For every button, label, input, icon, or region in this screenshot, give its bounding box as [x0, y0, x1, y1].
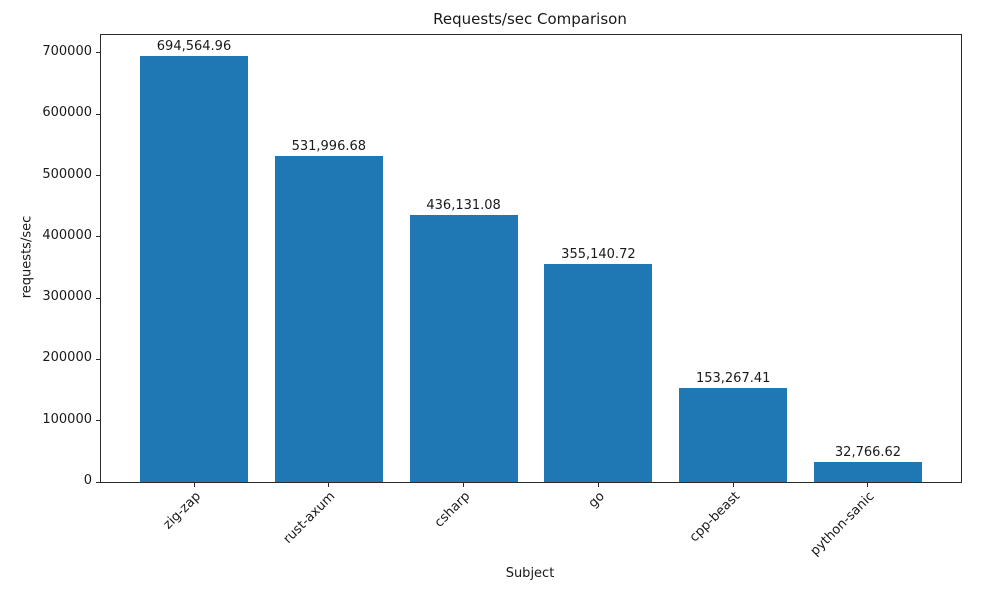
bar-go	[544, 264, 653, 482]
bar-csharp	[409, 214, 518, 482]
x-tick-label: zig-zap	[160, 489, 204, 533]
y-tick	[96, 358, 100, 360]
x-tick	[867, 483, 869, 487]
y-tick-label: 100000	[42, 411, 92, 427]
x-tick	[193, 483, 195, 487]
bar-value-label: 694,564.96	[156, 39, 232, 55]
bar-value-label: 153,267.41	[695, 371, 771, 387]
bar-value-label: 531,996.68	[291, 138, 367, 154]
y-tick-label: 700000	[42, 43, 92, 59]
y-tick	[96, 236, 100, 238]
y-tick-label: 600000	[42, 105, 92, 121]
x-tick-label: csharp	[431, 489, 474, 531]
x-axis-label: Subject	[505, 566, 555, 581]
bar-value-label: 355,140.72	[561, 247, 636, 263]
x-tick	[328, 483, 330, 487]
bar-value-label: 32,766.62	[834, 444, 902, 460]
y-tick-label: 200000	[42, 350, 92, 366]
x-tick-label: go	[585, 489, 609, 512]
chart-title: Requests/sec Comparison	[433, 10, 627, 28]
x-tick	[597, 483, 599, 487]
x-tick-label: cpp-beast	[686, 489, 743, 546]
y-tick	[96, 481, 100, 483]
x-tick-label: python-sanic	[807, 489, 878, 559]
bar-rust-axum	[274, 155, 383, 482]
bar-python-sanic	[814, 461, 922, 482]
x-tick	[732, 483, 734, 487]
x-tick-label: rust-axum	[280, 489, 339, 547]
y-tick	[96, 52, 100, 54]
y-tick	[96, 420, 100, 422]
y-tick-label: 500000	[42, 166, 92, 182]
y-tick-label: 300000	[42, 289, 92, 305]
y-tick	[96, 175, 100, 177]
bar-value-label: 436,131.08	[426, 197, 501, 213]
y-tick	[96, 297, 100, 299]
y-tick-label: 0	[83, 473, 92, 488]
bar-zig-zap	[140, 56, 248, 482]
plot-area: 694,564.96 531,996.68 436,131.08 355,140.72…	[96, 34, 962, 487]
x-tick	[463, 483, 465, 487]
y-tick	[96, 113, 100, 115]
y-tick-label: 400000	[42, 227, 92, 243]
bar-cpp-beast	[679, 388, 788, 482]
